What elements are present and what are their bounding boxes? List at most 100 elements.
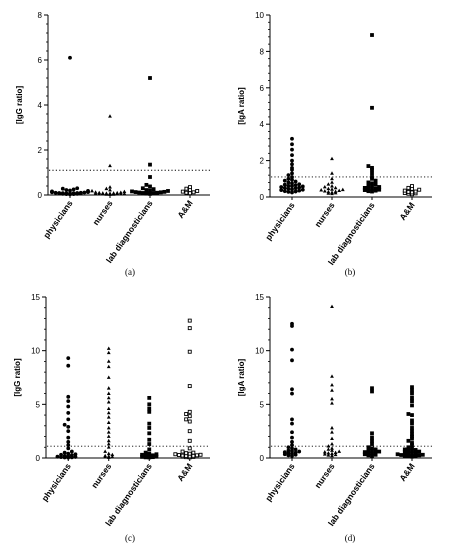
- data-point: [140, 191, 145, 195]
- data-point: [370, 449, 374, 453]
- y-tick-label: 8: [38, 11, 43, 20]
- data-point: [64, 188, 69, 192]
- data-point: [330, 451, 334, 456]
- data-point: [326, 186, 331, 191]
- data-point: [370, 165, 374, 170]
- data-point: [410, 403, 414, 408]
- data-point: [60, 186, 65, 191]
- data-point: [410, 391, 414, 396]
- data-point: [290, 440, 294, 444]
- data-point: [402, 188, 407, 193]
- data-point: [290, 417, 294, 422]
- data-point: [330, 187, 334, 191]
- data-point: [66, 411, 71, 415]
- data-point: [140, 186, 145, 191]
- y-axis-title: [IgG ratio]: [13, 358, 22, 397]
- data-point: [293, 186, 298, 191]
- data-point: [330, 184, 334, 188]
- data-point: [410, 399, 414, 404]
- data-point: [68, 188, 72, 193]
- data-point: [417, 449, 422, 454]
- data-point: [173, 452, 178, 457]
- data-point: [413, 450, 418, 455]
- data-point: [187, 438, 192, 443]
- data-point: [282, 189, 287, 194]
- y-tick-label: 10: [31, 347, 40, 356]
- data-point: [410, 421, 414, 426]
- data-point: [158, 190, 163, 195]
- data-point: [399, 453, 404, 457]
- data-point: [290, 446, 294, 451]
- data-point: [377, 185, 382, 189]
- data-point: [290, 421, 294, 426]
- data-point: [66, 363, 71, 368]
- data-point: [417, 187, 422, 192]
- data-point: [290, 430, 294, 435]
- data-point: [333, 185, 338, 190]
- data-point: [410, 418, 414, 423]
- data-point: [97, 190, 102, 195]
- data-point: [370, 33, 374, 37]
- data-point: [106, 441, 111, 446]
- y-axis-title: [IgA ratio]: [237, 358, 246, 396]
- data-point: [187, 384, 192, 389]
- data-point: [410, 443, 414, 448]
- data-point: [148, 184, 152, 189]
- data-point: [373, 186, 378, 191]
- data-point: [68, 55, 72, 60]
- data-point: [370, 431, 374, 436]
- data-point: [110, 452, 115, 457]
- data-point: [377, 187, 382, 192]
- data-point: [402, 450, 407, 454]
- data-point: [290, 171, 294, 176]
- data-point: [104, 186, 109, 191]
- data-point: [66, 417, 71, 422]
- data-point: [147, 437, 152, 442]
- y-tick-label: 10: [255, 347, 264, 356]
- data-point: [370, 187, 374, 192]
- data-point: [66, 404, 71, 409]
- data-point: [410, 184, 414, 189]
- data-point: [60, 191, 65, 196]
- data-point: [322, 184, 327, 189]
- y-axis-title: [IgG ratio]: [15, 86, 24, 125]
- data-point: [290, 175, 294, 179]
- data-point: [366, 183, 371, 188]
- data-point: [122, 191, 127, 196]
- data-point: [370, 386, 374, 391]
- data-point: [282, 182, 287, 187]
- data-point: [337, 449, 342, 453]
- data-point: [290, 187, 294, 192]
- data-point: [297, 449, 302, 454]
- data-point: [66, 429, 71, 434]
- data-point: [417, 453, 422, 458]
- data-point: [147, 447, 152, 452]
- data-point: [370, 446, 374, 451]
- data-point: [106, 406, 111, 410]
- x-tick-label: A&M: [175, 198, 194, 220]
- data-point: [300, 187, 305, 192]
- data-point: [290, 147, 294, 152]
- data-point: [410, 432, 414, 437]
- data-point: [150, 453, 155, 458]
- data-point: [290, 347, 294, 352]
- data-point: [279, 188, 284, 192]
- data-point: [194, 453, 199, 458]
- data-point: [162, 189, 167, 194]
- data-point: [373, 178, 378, 183]
- data-point: [75, 186, 80, 191]
- data-point: [286, 190, 291, 194]
- y-tick-label: 5: [260, 400, 265, 409]
- data-point: [66, 399, 71, 404]
- data-point: [290, 451, 294, 456]
- data-point: [406, 189, 411, 194]
- data-point: [370, 389, 374, 394]
- data-point: [290, 190, 294, 195]
- data-point: [337, 188, 342, 192]
- data-point: [420, 452, 425, 457]
- data-point: [147, 406, 152, 411]
- panel-tag: (d): [345, 533, 356, 543]
- data-point: [330, 436, 334, 441]
